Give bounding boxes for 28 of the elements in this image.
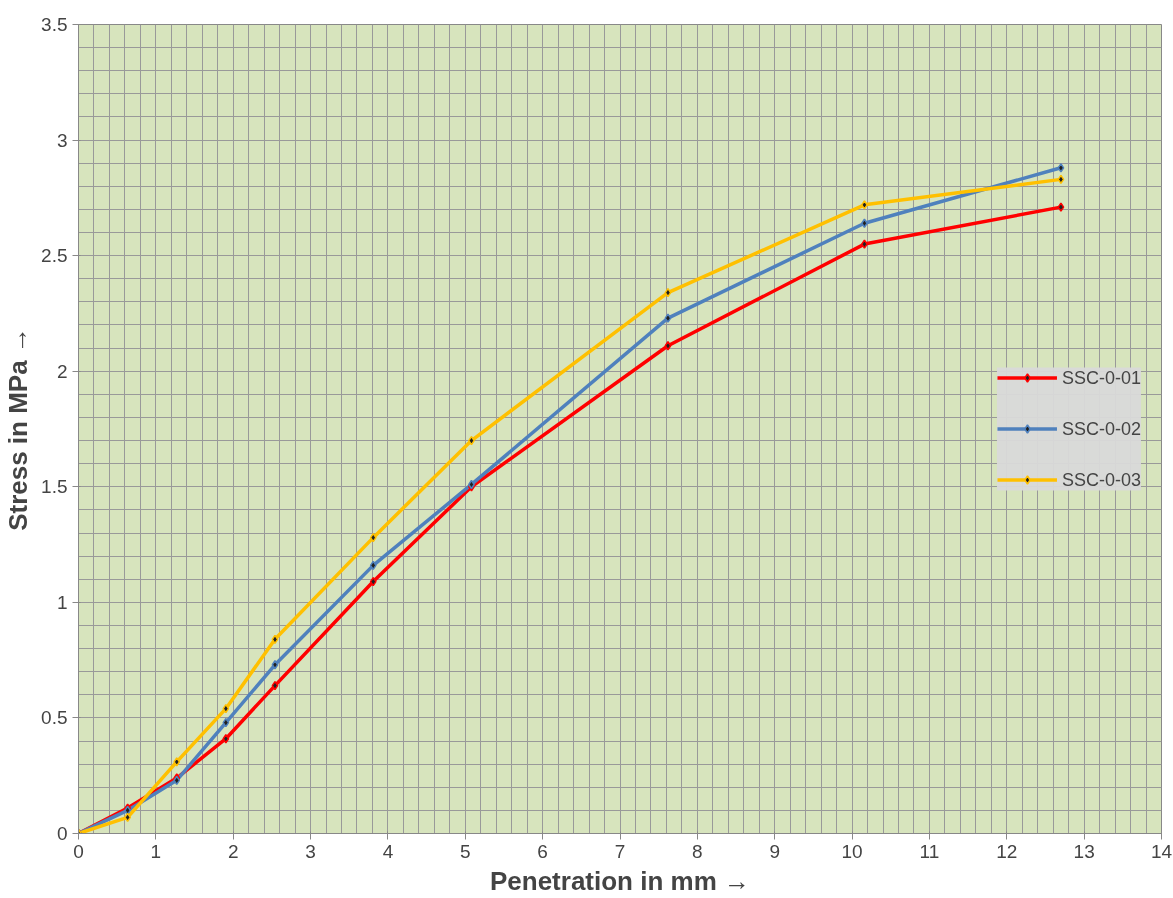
x-tick-label: 10 <box>841 840 863 862</box>
y-tick-label: 2 <box>56 360 68 382</box>
y-tick-label: 3.5 <box>41 14 68 35</box>
y-tick-label: 1 <box>56 591 68 613</box>
y-axis-title: Stress in MPa → <box>3 327 34 531</box>
y-tick-label: 1.5 <box>41 476 68 498</box>
x-tick-label: 7 <box>614 840 626 862</box>
x-tick-label: 13 <box>1073 840 1095 862</box>
x-tick-label: 14 <box>1150 840 1173 862</box>
x-tick-label: 12 <box>996 840 1018 862</box>
legend-label: SSC-0-02 <box>1061 418 1141 439</box>
x-tick-label: 2 <box>227 840 239 862</box>
legend-label: SSC-0-03 <box>1061 469 1141 490</box>
y-tick-label: 0 <box>56 823 68 844</box>
x-tick-label: 8 <box>692 840 703 862</box>
x-tick-label: 5 <box>460 840 471 862</box>
y-tick-label: 3 <box>56 129 68 151</box>
x-tick-label: 1 <box>150 840 162 862</box>
y-tick-label: 0.5 <box>41 707 68 729</box>
x-axis-title: Penetration in mm → <box>489 865 751 896</box>
x-tick-label: 0 <box>73 840 84 862</box>
legend-label: SSC-0-01 <box>1061 367 1141 388</box>
x-tick-label: 3 <box>305 840 316 862</box>
x-tick-label: 11 <box>919 840 940 862</box>
x-tick-label: 6 <box>537 840 548 862</box>
x-tick-label: 4 <box>382 840 394 862</box>
y-tick-label: 2.5 <box>41 245 68 267</box>
x-tick-label: 9 <box>769 840 781 862</box>
